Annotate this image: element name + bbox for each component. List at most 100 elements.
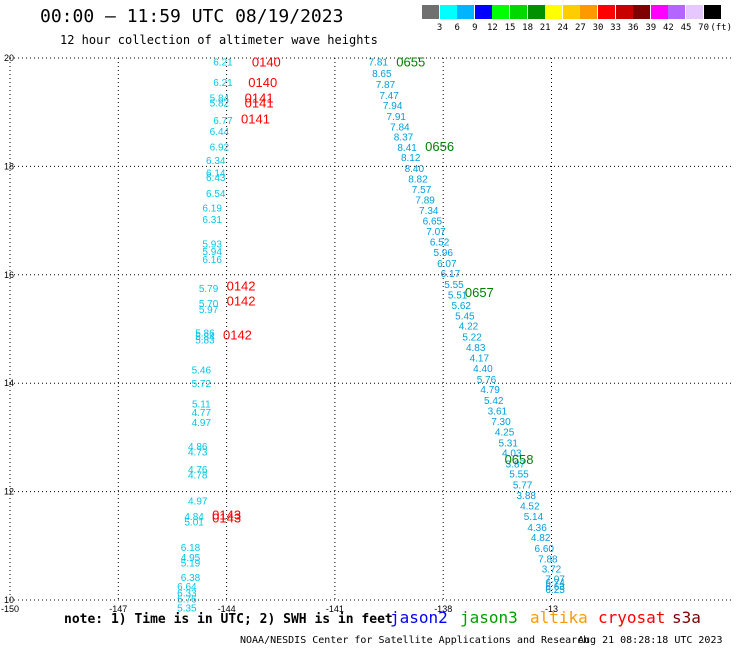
color-swatch <box>580 5 598 19</box>
color-swatch <box>439 5 457 19</box>
wave-height-point: 5.51 <box>448 290 468 301</box>
wave-height-point: 6.38 <box>181 573 201 584</box>
color-scale-label: 21 <box>539 23 551 33</box>
satellite-legend-cryosat: cryosat <box>598 608 666 627</box>
wave-height-point: 3.87 <box>506 459 526 470</box>
wave-height-point: 7.87 <box>376 80 396 91</box>
wave-height-point: 5.94 <box>202 247 222 258</box>
pass-time-label: 0655 <box>396 54 425 69</box>
color-scale-label: 42 <box>662 23 674 33</box>
wave-height-point: 5.70 <box>199 299 219 310</box>
satellite-legend-s3a: s3a <box>672 608 701 627</box>
color-swatch <box>527 5 545 19</box>
pass-time-label: 0656 <box>425 139 454 154</box>
pass-time-label: 0142 <box>223 327 252 342</box>
wave-height-point: 6.25 <box>545 585 565 596</box>
wave-height-point: 6.77 <box>213 116 233 127</box>
wave-height-point: 5.22 <box>462 333 482 344</box>
color-swatch <box>457 5 475 19</box>
wave-height-point: 8.41 <box>397 143 417 154</box>
color-scale-label: 12 <box>486 23 498 33</box>
wave-height-point: 5.42 <box>484 396 504 407</box>
y-tick-label: 10 <box>4 595 14 605</box>
wave-height-point: 7.34 <box>419 206 439 217</box>
color-scale-label: 45 <box>680 23 692 33</box>
wave-height-point: 5.01 <box>184 517 204 528</box>
wave-height-point: 6.74 <box>545 578 565 589</box>
wave-height-point: 5.86 <box>195 328 215 339</box>
wave-height-point: 3.61 <box>488 406 508 417</box>
wave-height-point: 4.17 <box>470 354 490 365</box>
color-scale-label: 33 <box>610 23 622 33</box>
color-scale-label: 70 <box>698 23 710 33</box>
wave-height-point: 5.11 <box>192 399 211 410</box>
wave-height-point: 4.40 <box>473 364 493 375</box>
wave-height-point: 8.12 <box>401 153 421 164</box>
color-scale-label: 6 <box>454 23 460 33</box>
wave-height-point: 5.14 <box>524 512 544 523</box>
wave-height-point: 5.82 <box>210 98 230 109</box>
wave-height-point: 6.92 <box>210 142 230 153</box>
wave-height-point: 4.84 <box>184 512 204 523</box>
pass-time-label: 0143 <box>212 511 241 526</box>
wave-height-point: 7.88 <box>538 554 558 565</box>
color-scale-label: 9 <box>472 23 478 33</box>
wave-height-point: 6.17 <box>441 269 461 280</box>
wave-height-point: 5.55 <box>509 470 529 481</box>
wave-height-point: 7.94 <box>383 101 403 112</box>
color-scale-label: 27 <box>574 23 586 33</box>
wave-height-point: 7.84 <box>390 122 410 133</box>
color-swatch <box>650 5 668 19</box>
x-tick-label: -144 <box>218 604 236 614</box>
color-scale-label: 18 <box>522 23 534 33</box>
wave-height-point: 6.14 <box>206 168 226 179</box>
wave-height-point: 5.35 <box>177 604 197 615</box>
wave-height-point: 7.47 <box>379 91 399 102</box>
wave-height-point: 6.63 <box>545 582 565 593</box>
pass-time-label: 0141 <box>241 112 270 127</box>
color-swatch <box>545 5 563 19</box>
pass-time-label: 0142 <box>227 293 256 308</box>
y-tick-label: 20 <box>4 53 14 63</box>
x-tick-label: -150 <box>1 604 19 614</box>
wave-height-point: 4.03 <box>502 449 522 460</box>
wave-height-point: 5.96 <box>433 248 453 259</box>
wave-height-point: 4.52 <box>520 502 540 513</box>
y-tick-label: 16 <box>4 270 14 280</box>
wave-height-point: 5.93 <box>202 239 222 250</box>
wave-height-point: 5.83 <box>195 335 215 346</box>
pass-time-label: 0142 <box>227 279 256 294</box>
wave-height-point: 6.33 <box>177 588 197 599</box>
wave-height-point: 6.19 <box>202 204 222 215</box>
pass-time-label: 0657 <box>465 285 494 300</box>
wave-height-point: 6.18 <box>181 543 201 554</box>
color-swatch <box>686 5 703 19</box>
footer-note: note: 1) Time is in UTC; 2) SWH is in fe… <box>64 612 393 627</box>
wave-height-point: 4.73 <box>188 447 208 458</box>
wave-height-point: 4.25 <box>495 427 515 438</box>
wave-height-point: 6.31 <box>202 215 222 226</box>
wave-height-point: 3.72 <box>542 565 562 576</box>
wave-height-point: 5.77 <box>513 481 533 492</box>
color-swatch <box>615 5 633 19</box>
wave-height-point: 4.95 <box>181 553 201 564</box>
wave-height-point: 6.65 <box>423 217 443 228</box>
wave-height-point: 5.84 <box>195 332 215 343</box>
wave-height-point: 7.57 <box>412 185 432 196</box>
color-scale-label: 30 <box>592 23 604 33</box>
y-tick-label: 18 <box>4 161 14 171</box>
wave-height-point: 5.76 <box>177 594 197 605</box>
wave-height-point: 6.52 <box>430 238 450 249</box>
wave-height-point: 4.22 <box>459 322 479 333</box>
color-scale-label: 39 <box>645 23 657 33</box>
x-tick-label: -141 <box>326 604 344 614</box>
color-swatch <box>422 5 439 19</box>
wave-height-point: 4.77 <box>192 408 212 419</box>
chart-subtitle: 12 hour collection of altimeter wave hei… <box>60 33 378 47</box>
wave-height-point: 5.76 <box>477 375 497 386</box>
pass-time-label: 0140 <box>248 75 277 90</box>
y-tick-label: 14 <box>4 378 14 388</box>
wave-height-point: 7.89 <box>415 195 435 206</box>
wave-height-point: 4.86 <box>188 442 208 453</box>
wave-height-point: 4.97 <box>188 496 208 507</box>
